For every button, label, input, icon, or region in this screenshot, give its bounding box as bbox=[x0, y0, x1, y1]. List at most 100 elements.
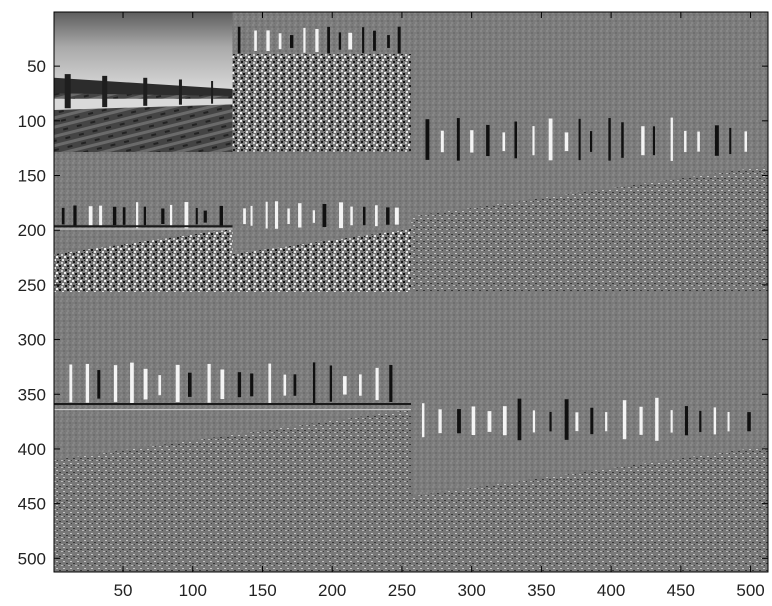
edge-spike bbox=[578, 118, 581, 161]
edge-spike bbox=[143, 368, 148, 400]
edge-spike bbox=[714, 125, 719, 156]
edge-spike bbox=[641, 126, 645, 156]
edge-spike bbox=[362, 206, 366, 226]
edge-spike bbox=[268, 363, 272, 403]
y-tick-label: 50 bbox=[27, 57, 46, 76]
edge-spike bbox=[289, 35, 294, 48]
edge-spike bbox=[287, 208, 290, 225]
ll-fence-post bbox=[178, 79, 182, 105]
edge-spike bbox=[312, 210, 315, 223]
subband-texture bbox=[411, 166, 768, 292]
ll-fence-post bbox=[211, 80, 214, 104]
edge-spike bbox=[220, 369, 225, 400]
edge-spike bbox=[283, 374, 287, 396]
edge-spike bbox=[315, 28, 319, 53]
x-tick-label: 450 bbox=[667, 581, 695, 600]
subband-texture bbox=[411, 446, 768, 572]
edge-spike bbox=[486, 124, 490, 157]
edge-spike bbox=[622, 400, 627, 440]
axes-box bbox=[53, 11, 769, 573]
edge-spike bbox=[187, 372, 192, 397]
subband-texture bbox=[232, 229, 411, 292]
edge-spike bbox=[338, 32, 342, 50]
edge-spike bbox=[387, 35, 390, 48]
edge-spike bbox=[348, 32, 353, 50]
subband-texture bbox=[232, 54, 411, 152]
x-tick-label: 100 bbox=[179, 581, 207, 600]
edge-spike bbox=[502, 132, 506, 152]
subband-hl2 bbox=[232, 12, 411, 152]
edge-spike bbox=[350, 206, 353, 226]
edge-spike bbox=[266, 30, 270, 52]
edge-spike bbox=[471, 406, 476, 436]
edge-spike bbox=[195, 207, 198, 225]
subband-ll2 bbox=[54, 12, 233, 152]
edge-spike bbox=[744, 131, 747, 152]
edge-spike bbox=[339, 202, 344, 229]
edge-spike bbox=[397, 26, 401, 54]
edge-spike bbox=[670, 410, 673, 433]
edge-spike bbox=[161, 208, 165, 225]
edge-spike bbox=[130, 362, 134, 404]
edge-spike bbox=[237, 26, 241, 54]
y-tick-label: 200 bbox=[18, 221, 46, 240]
edge-spike bbox=[99, 205, 103, 226]
edge-spike bbox=[421, 403, 425, 438]
edge-spike bbox=[97, 370, 101, 399]
subband-hl1 bbox=[411, 12, 768, 292]
edge-spike bbox=[389, 364, 393, 403]
edge-spike bbox=[293, 374, 297, 396]
edge-spike bbox=[697, 131, 700, 152]
subband-hh1 bbox=[411, 292, 768, 572]
edge-spike bbox=[359, 374, 362, 396]
edge-spike bbox=[329, 365, 333, 402]
y-tick-label: 150 bbox=[18, 167, 46, 186]
edge-spike bbox=[549, 411, 552, 432]
subband-texture bbox=[54, 229, 233, 292]
edge-spike bbox=[438, 409, 442, 434]
edge-spike bbox=[457, 409, 461, 434]
edge-spike bbox=[203, 210, 207, 223]
edge-spike bbox=[322, 203, 327, 228]
edge-spike bbox=[532, 126, 535, 156]
edge-spike bbox=[327, 26, 330, 54]
edge-spike bbox=[727, 411, 730, 432]
edge-spike bbox=[122, 207, 126, 225]
edge-spike bbox=[456, 118, 460, 161]
edge-spike bbox=[69, 364, 73, 403]
y-tick-label: 100 bbox=[18, 112, 46, 131]
edge-spike bbox=[250, 373, 254, 397]
x-tick-label: 500 bbox=[736, 581, 764, 600]
edge-spike bbox=[386, 207, 390, 225]
y-tick-label: 450 bbox=[18, 495, 46, 514]
x-tick-label: 400 bbox=[597, 581, 625, 600]
edge-spike bbox=[237, 372, 242, 398]
edge-spike bbox=[440, 130, 444, 153]
edge-spike bbox=[589, 131, 593, 152]
edge-spike bbox=[548, 118, 553, 161]
edge-spike bbox=[85, 363, 90, 403]
edge-spike bbox=[487, 411, 492, 432]
edge-spike bbox=[112, 206, 117, 226]
edge-spike bbox=[88, 206, 93, 226]
edge-spike bbox=[684, 130, 687, 153]
ll-fence-post bbox=[102, 75, 108, 108]
edge-spike bbox=[470, 130, 474, 153]
wavelet-image bbox=[54, 12, 768, 572]
edge-spike bbox=[747, 412, 751, 432]
edge-spike bbox=[254, 30, 257, 52]
edge-spike bbox=[158, 375, 162, 396]
edge-spike bbox=[394, 207, 399, 225]
edge-spike bbox=[502, 406, 507, 436]
edge-spike bbox=[575, 412, 579, 432]
edge-spike bbox=[61, 207, 65, 225]
y-tick-label: 400 bbox=[18, 440, 46, 459]
edge-spike bbox=[375, 367, 379, 401]
edge-spike bbox=[652, 126, 656, 156]
edge-spike bbox=[175, 364, 180, 403]
edge-spike bbox=[670, 117, 673, 161]
edge-spike bbox=[278, 33, 282, 50]
subband-texture bbox=[54, 409, 411, 572]
edge-spike bbox=[143, 206, 147, 226]
